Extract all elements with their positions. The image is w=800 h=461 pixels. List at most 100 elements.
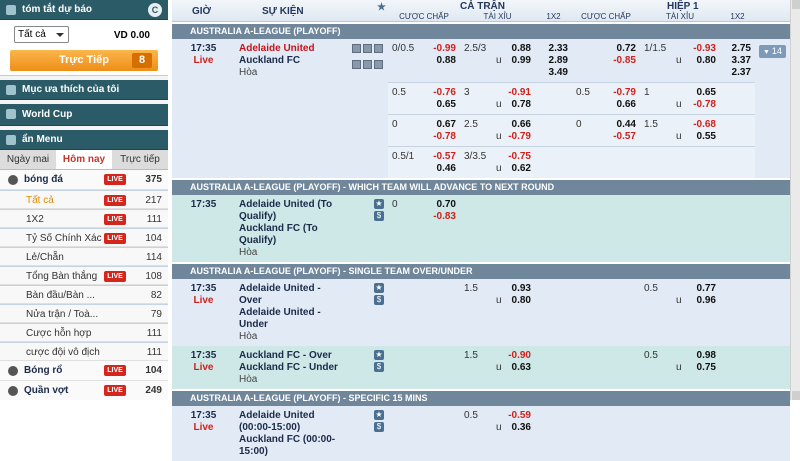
star-icon[interactable] bbox=[374, 410, 384, 420]
odds-value[interactable]: 0.67 bbox=[436, 119, 456, 130]
sidebar: tóm tắt dự báo Tất cả VD 0.00 Trực Tiếp 8… bbox=[0, 0, 168, 400]
menu-item[interactable]: Tất cả LIVE 217 bbox=[0, 190, 168, 209]
star-icon[interactable] bbox=[374, 350, 384, 360]
menu-item[interactable]: cược đội vô địch 111 bbox=[0, 342, 168, 361]
odds-cell: 0/0.5 -0.99 0.88 bbox=[388, 39, 460, 82]
odds-value[interactable]: -0.79 bbox=[508, 131, 531, 142]
odds-value[interactable]: 0.88 bbox=[436, 55, 456, 66]
world-cup-bar[interactable]: World Cup bbox=[0, 104, 168, 126]
odds-value[interactable]: 0.80 bbox=[511, 295, 531, 306]
odds-value[interactable]: 0.66 bbox=[616, 99, 636, 110]
odds-value[interactable]: 2.89 bbox=[548, 55, 568, 66]
odds-value[interactable]: -0.93 bbox=[693, 43, 716, 54]
team-name[interactable]: Adelaide United (00:00-15:00) bbox=[239, 410, 315, 433]
odds-value[interactable]: 0.66 bbox=[511, 119, 531, 130]
menu-item[interactable]: bóng đá LIVE 375 bbox=[0, 170, 168, 190]
odds-value[interactable]: 0.65 bbox=[436, 99, 456, 110]
odds-value[interactable]: -0.68 bbox=[693, 119, 716, 130]
odds-cell bbox=[572, 346, 640, 389]
team-name[interactable]: Adelaide United - Over bbox=[239, 283, 321, 306]
scrollbar[interactable] bbox=[790, 0, 800, 400]
filter-select[interactable]: Tất cả bbox=[14, 26, 69, 43]
bet-icon[interactable] bbox=[374, 362, 384, 372]
media-icon[interactable] bbox=[363, 60, 372, 69]
menu-item[interactable]: Lẻ/Chẵn 114 bbox=[0, 247, 168, 266]
odds-value[interactable]: 0.72 bbox=[616, 43, 636, 54]
odds-value[interactable]: 0.70 bbox=[436, 199, 456, 210]
team-name[interactable]: Auckland FC - Under bbox=[239, 362, 338, 373]
live-button[interactable]: Trực Tiếp 8 bbox=[10, 50, 158, 71]
odds-value[interactable]: -0.78 bbox=[693, 99, 716, 110]
menu-item[interactable]: Bóng rổ LIVE 104 bbox=[0, 361, 168, 381]
tab[interactable]: Trực tiếp bbox=[120, 154, 160, 165]
odds-value[interactable]: 2.75 bbox=[731, 43, 751, 54]
odds-value[interactable]: 3.37 bbox=[731, 55, 751, 66]
tab[interactable]: Ngày mai bbox=[6, 154, 50, 165]
favorites-bar[interactable]: Mục ưa thích của tôi bbox=[0, 80, 168, 100]
menu: bóng đá LIVE 375 Tất cả LIVE 217 1X2 LIVE 111 Tỷ … bbox=[0, 170, 168, 400]
odds-value[interactable]: 0.96 bbox=[696, 295, 716, 306]
team-name[interactable]: Auckland FC (00:00-15:00) bbox=[239, 434, 336, 457]
odds-value[interactable]: -0.90 bbox=[508, 350, 531, 361]
odds-value[interactable]: -0.57 bbox=[613, 131, 636, 142]
line-value: 0 bbox=[392, 119, 398, 130]
odds-value[interactable]: 0.93 bbox=[511, 283, 531, 294]
menu-item[interactable]: Tổng Bàn thắng LIVE 108 bbox=[0, 266, 168, 285]
menu-item[interactable]: Quần vợt LIVE 249 bbox=[0, 381, 168, 400]
live-badge: LIVE bbox=[104, 174, 126, 185]
odds-value[interactable]: -0.91 bbox=[508, 87, 531, 98]
event-cell: Auckland FC - Over Auckland FC - Under Hòa bbox=[235, 346, 345, 389]
menu-item[interactable]: Bàn đầu/Bàn ... 82 bbox=[0, 285, 168, 304]
team-name[interactable]: Adelaide United (To Qualify) bbox=[239, 199, 333, 222]
hide-menu-bar[interactable]: ẩn Menu bbox=[0, 130, 168, 150]
media-icon[interactable] bbox=[374, 44, 383, 53]
menu-item[interactable]: Cược hỗn hợp 111 bbox=[0, 323, 168, 342]
team-name[interactable]: Auckland FC bbox=[239, 55, 301, 66]
team-name[interactable]: Adelaide United - Under bbox=[239, 307, 321, 330]
odds-value[interactable]: 0.55 bbox=[696, 131, 716, 142]
odds-value[interactable]: 0.46 bbox=[436, 163, 456, 174]
bet-icon[interactable] bbox=[374, 211, 384, 221]
odds-value[interactable]: -0.57 bbox=[433, 151, 456, 162]
odds-value[interactable]: -0.85 bbox=[613, 55, 636, 66]
odds-value[interactable]: 0.88 bbox=[511, 43, 531, 54]
media-icon[interactable] bbox=[374, 60, 383, 69]
odds-value[interactable]: 2.33 bbox=[548, 43, 568, 54]
odds-value[interactable]: -0.75 bbox=[508, 151, 531, 162]
odds-value[interactable]: 0.99 bbox=[511, 55, 531, 66]
odds-value[interactable]: 0.77 bbox=[696, 283, 716, 294]
odds-value[interactable]: 0.44 bbox=[616, 119, 636, 130]
team-name[interactable]: Adelaide United bbox=[239, 43, 315, 54]
odds-value[interactable]: 0.62 bbox=[511, 163, 531, 174]
match-row: 17:35 Live Adelaide United Auckland FC Hòa 0/… bbox=[172, 39, 790, 178]
odds-value[interactable]: 3.49 bbox=[548, 67, 568, 78]
odds-cell: 1.5 u -0.90 0.63 bbox=[460, 346, 535, 389]
odds-value[interactable]: 0.80 bbox=[696, 55, 716, 66]
odds-value[interactable]: 0.75 bbox=[696, 362, 716, 373]
tab[interactable]: Hôm nay bbox=[56, 150, 112, 169]
odds-value[interactable]: -0.79 bbox=[613, 87, 636, 98]
odds-value[interactable]: 0.98 bbox=[696, 350, 716, 361]
star-icon[interactable] bbox=[374, 283, 384, 293]
odds-value[interactable]: -0.76 bbox=[433, 87, 456, 98]
odds-value[interactable]: -0.99 bbox=[433, 43, 456, 54]
more-button[interactable]: 14 bbox=[759, 45, 786, 58]
odds-value[interactable]: -0.83 bbox=[433, 211, 456, 222]
team-name[interactable]: Auckland FC - Over bbox=[239, 350, 332, 361]
media-icon[interactable] bbox=[363, 44, 372, 53]
odds-value[interactable]: 0.65 bbox=[696, 87, 716, 98]
media-icon[interactable] bbox=[352, 44, 361, 53]
bet-icon[interactable] bbox=[374, 422, 384, 432]
odds-value[interactable]: 0.78 bbox=[511, 99, 531, 110]
star-icon[interactable] bbox=[374, 199, 384, 209]
odds-value[interactable]: -0.78 bbox=[433, 131, 456, 142]
media-icon[interactable] bbox=[352, 60, 361, 69]
odds-value[interactable]: 0.63 bbox=[511, 362, 531, 373]
odds-value[interactable]: 2.37 bbox=[731, 67, 751, 78]
menu-item[interactable]: Tỷ Số Chính Xác LIVE 104 bbox=[0, 228, 168, 247]
team-name[interactable]: Auckland FC (To Qualify) bbox=[239, 223, 318, 246]
refresh-button[interactable] bbox=[148, 3, 162, 17]
menu-item[interactable]: Nửa trận / Toà... 79 bbox=[0, 304, 168, 323]
menu-item[interactable]: 1X2 LIVE 111 bbox=[0, 209, 168, 228]
bet-icon[interactable] bbox=[374, 295, 384, 305]
